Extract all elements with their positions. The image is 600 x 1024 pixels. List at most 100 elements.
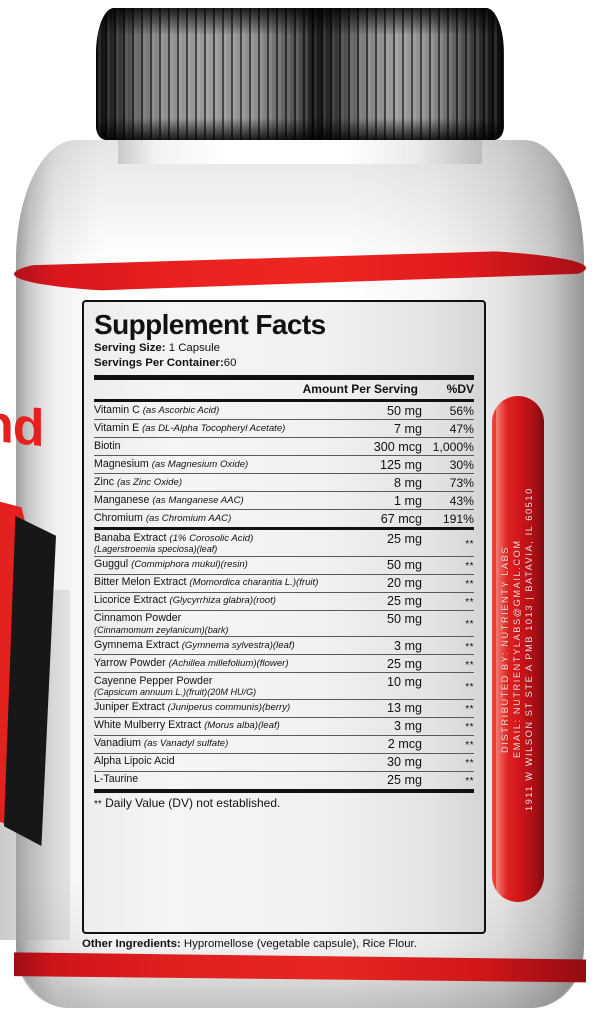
row-name: Vitamin E xyxy=(94,421,140,434)
row-dv: ** xyxy=(422,717,474,736)
table-row: Vitamin C (as Ascorbic Acid) 50 mg 56% xyxy=(94,402,474,421)
other-ingredients-label: Other Ingredients: xyxy=(82,938,181,950)
row-name: Yarrow Powder xyxy=(94,656,166,669)
cap-bottom-edge xyxy=(96,118,504,140)
table-row: Banaba Extract (1% Corosolic Acid) (Lager… xyxy=(94,530,474,557)
bottle-cap xyxy=(96,8,504,140)
row-name: Magnesium xyxy=(94,457,149,470)
row-amount: 25 mg xyxy=(338,592,422,611)
row-amount: 25 mg xyxy=(338,530,422,557)
row-name: Juniper Extract xyxy=(94,701,165,714)
table-row: Vanadium (as Vanadyl sulfate) 2 mcg ** xyxy=(94,735,474,754)
row-amount: 1 mg xyxy=(338,491,422,511)
table-row: Vitamin E (as DL-Alpha Tocopheryl Acetat… xyxy=(94,419,474,439)
row-latin: (as DL-Alpha Tocopheryl Acetate) xyxy=(142,422,286,434)
row-latin: (as Vanadyl sulfate) xyxy=(143,738,229,750)
row-latin: (as Ascorbic Acid) xyxy=(142,404,220,416)
strip-gloss-highlight xyxy=(496,402,508,896)
row-name: Alpha Lipoic Acid xyxy=(94,755,175,768)
row-name: Manganese xyxy=(94,493,150,506)
row-dv: 191% xyxy=(442,511,474,526)
row-amount: 8 mg xyxy=(338,473,422,493)
row-dv: ** xyxy=(465,776,474,788)
row-latin: (as Zinc Oxide) xyxy=(116,476,183,488)
rule-under-servings xyxy=(94,375,474,381)
row-latin: (Achillea millefolium)(flower) xyxy=(168,657,289,669)
row-dv: ** xyxy=(422,556,474,575)
row-amount: 13 mg xyxy=(338,699,422,718)
row-amount: 25 mg xyxy=(386,773,422,788)
table-row: Guggul (Commiphora mukul)(resin) 50 mg *… xyxy=(94,556,474,575)
row-dv: 30% xyxy=(422,455,474,475)
row-amount: 2 mcg xyxy=(338,735,422,754)
other-ingredients-line: Other Ingredients: Hypromellose (vegetab… xyxy=(82,938,502,950)
table-row: Gymnema Extract (Gymnema sylvestra)(leaf… xyxy=(94,636,474,656)
herbal-blend-rows: Banaba Extract (1% Corosolic Acid) (Lager… xyxy=(94,530,474,789)
servings-per-container-line: Servings Per Container:60 xyxy=(94,356,474,371)
table-row: Manganese (as Manganese AAC) 1 mg 43% xyxy=(94,491,474,511)
row-amount: 3 mg xyxy=(338,717,422,736)
row-name: Cinnamon Powder xyxy=(94,612,182,625)
table-row: Yarrow Powder (Achillea millefolium)(flo… xyxy=(94,654,474,674)
row-amount: 125 mg xyxy=(338,455,422,475)
row-latin: (Juniperus communis)(berry) xyxy=(167,702,291,714)
table-row: Bitter Melon Extract (Momordica charanti… xyxy=(94,574,474,593)
address-text: 1911 W WILSON ST STE A PMB 1013 | BATAVI… xyxy=(524,487,534,811)
row-name: Bitter Melon Extract xyxy=(94,576,187,589)
distributor-red-strip xyxy=(492,396,544,902)
row-sub: (Lagerstroemia speciosa)(leaf) xyxy=(94,544,218,555)
footnote-text: Daily Value (DV) not established. xyxy=(105,795,281,810)
vitamin-mineral-table: Vitamin C (as Ascorbic Acid) 50 mg 56% V… xyxy=(94,402,474,527)
row-dv: ** xyxy=(422,735,474,754)
row-latin: (as Chromium AAC) xyxy=(145,512,232,524)
herbal-blend-table: Banaba Extract (1% Corosolic Acid) (Lager… xyxy=(94,530,474,789)
row-amount: 10 mg xyxy=(338,672,422,700)
row-dv: ** xyxy=(422,672,474,700)
percent-dv-header: %DV xyxy=(446,382,474,397)
table-row: Juniper Extract (Juniperus communis)(ber… xyxy=(94,699,474,718)
rule-above-footnote xyxy=(94,788,474,793)
servings-per-container-label: Servings Per Container: xyxy=(94,357,224,370)
row-dv: 56% xyxy=(422,402,474,421)
table-row: Chromium (as Chromium AAC) 67 mcg 191% xyxy=(94,510,474,528)
cap-top-edge xyxy=(96,8,504,34)
row-sub: (Capsicum annuum L.)(fruit)(20M HU/G) xyxy=(94,687,257,698)
row-name: Chromium xyxy=(94,511,143,524)
supplement-facts-panel: Supplement Facts Serving Size: 1 Capsule… xyxy=(82,300,486,934)
serving-size-value: 1 Capsule xyxy=(168,342,220,355)
row-amount: 300 mcg xyxy=(338,437,422,457)
row-latin: (1% Corosolic Acid) xyxy=(169,532,254,544)
supplement-facts-title: Supplement Facts xyxy=(94,309,326,340)
serving-size-line: Serving Size: 1 Capsule xyxy=(94,341,474,356)
row-name: Vanadium xyxy=(94,737,141,750)
row-dv: ** xyxy=(422,654,474,674)
table-row: Zinc (as Zinc Oxide) 8 mg 73% xyxy=(94,473,474,493)
table-row: Licorice Extract (Glycyrrhiza glabra)(ro… xyxy=(94,592,474,611)
row-dv: ** xyxy=(422,610,474,638)
row-name: Guggul xyxy=(94,558,129,571)
row-name: Biotin xyxy=(94,439,121,452)
row-amount: 50 mg xyxy=(338,402,422,421)
row-name: Banaba Extract xyxy=(94,531,167,544)
row-latin: (as Magnesium Oxide) xyxy=(151,458,249,470)
row-name: Cayenne Pepper Powder xyxy=(94,674,213,687)
wrapped-brand-text-fragment: nd xyxy=(0,393,44,459)
row-latin: (Morus alba)(leaf) xyxy=(204,720,280,732)
table-header-row: Amount Per Serving %DV xyxy=(94,380,474,399)
row-dv: ** xyxy=(422,592,474,611)
row-sub: (Cinnamomum zeylanicum)(bark) xyxy=(94,624,229,635)
row-latin: (as Manganese AAC) xyxy=(152,494,244,506)
row-dv: 43% xyxy=(422,491,474,511)
row-dv: ** xyxy=(422,530,474,557)
table-row: Cinnamon Powder (Cinnamomum zeylanicum)(b… xyxy=(94,610,474,638)
table-row: Alpha Lipoic Acid 30 mg ** xyxy=(94,753,474,772)
row-amount: 7 mg xyxy=(338,419,422,439)
other-ingredients-value: Hypromellose (vegetable capsule), Rice F… xyxy=(183,938,417,950)
rule-between-sections xyxy=(94,527,474,531)
row-amount: 3 mg xyxy=(338,636,422,656)
rule-under-header xyxy=(94,399,474,403)
row-latin: (Glycyrrhiza glabra)(root) xyxy=(169,595,276,607)
row-name: Vitamin C xyxy=(94,403,140,416)
amount-per-serving-header: Amount Per Serving xyxy=(302,382,418,397)
row-name: Licorice Extract xyxy=(94,594,167,607)
